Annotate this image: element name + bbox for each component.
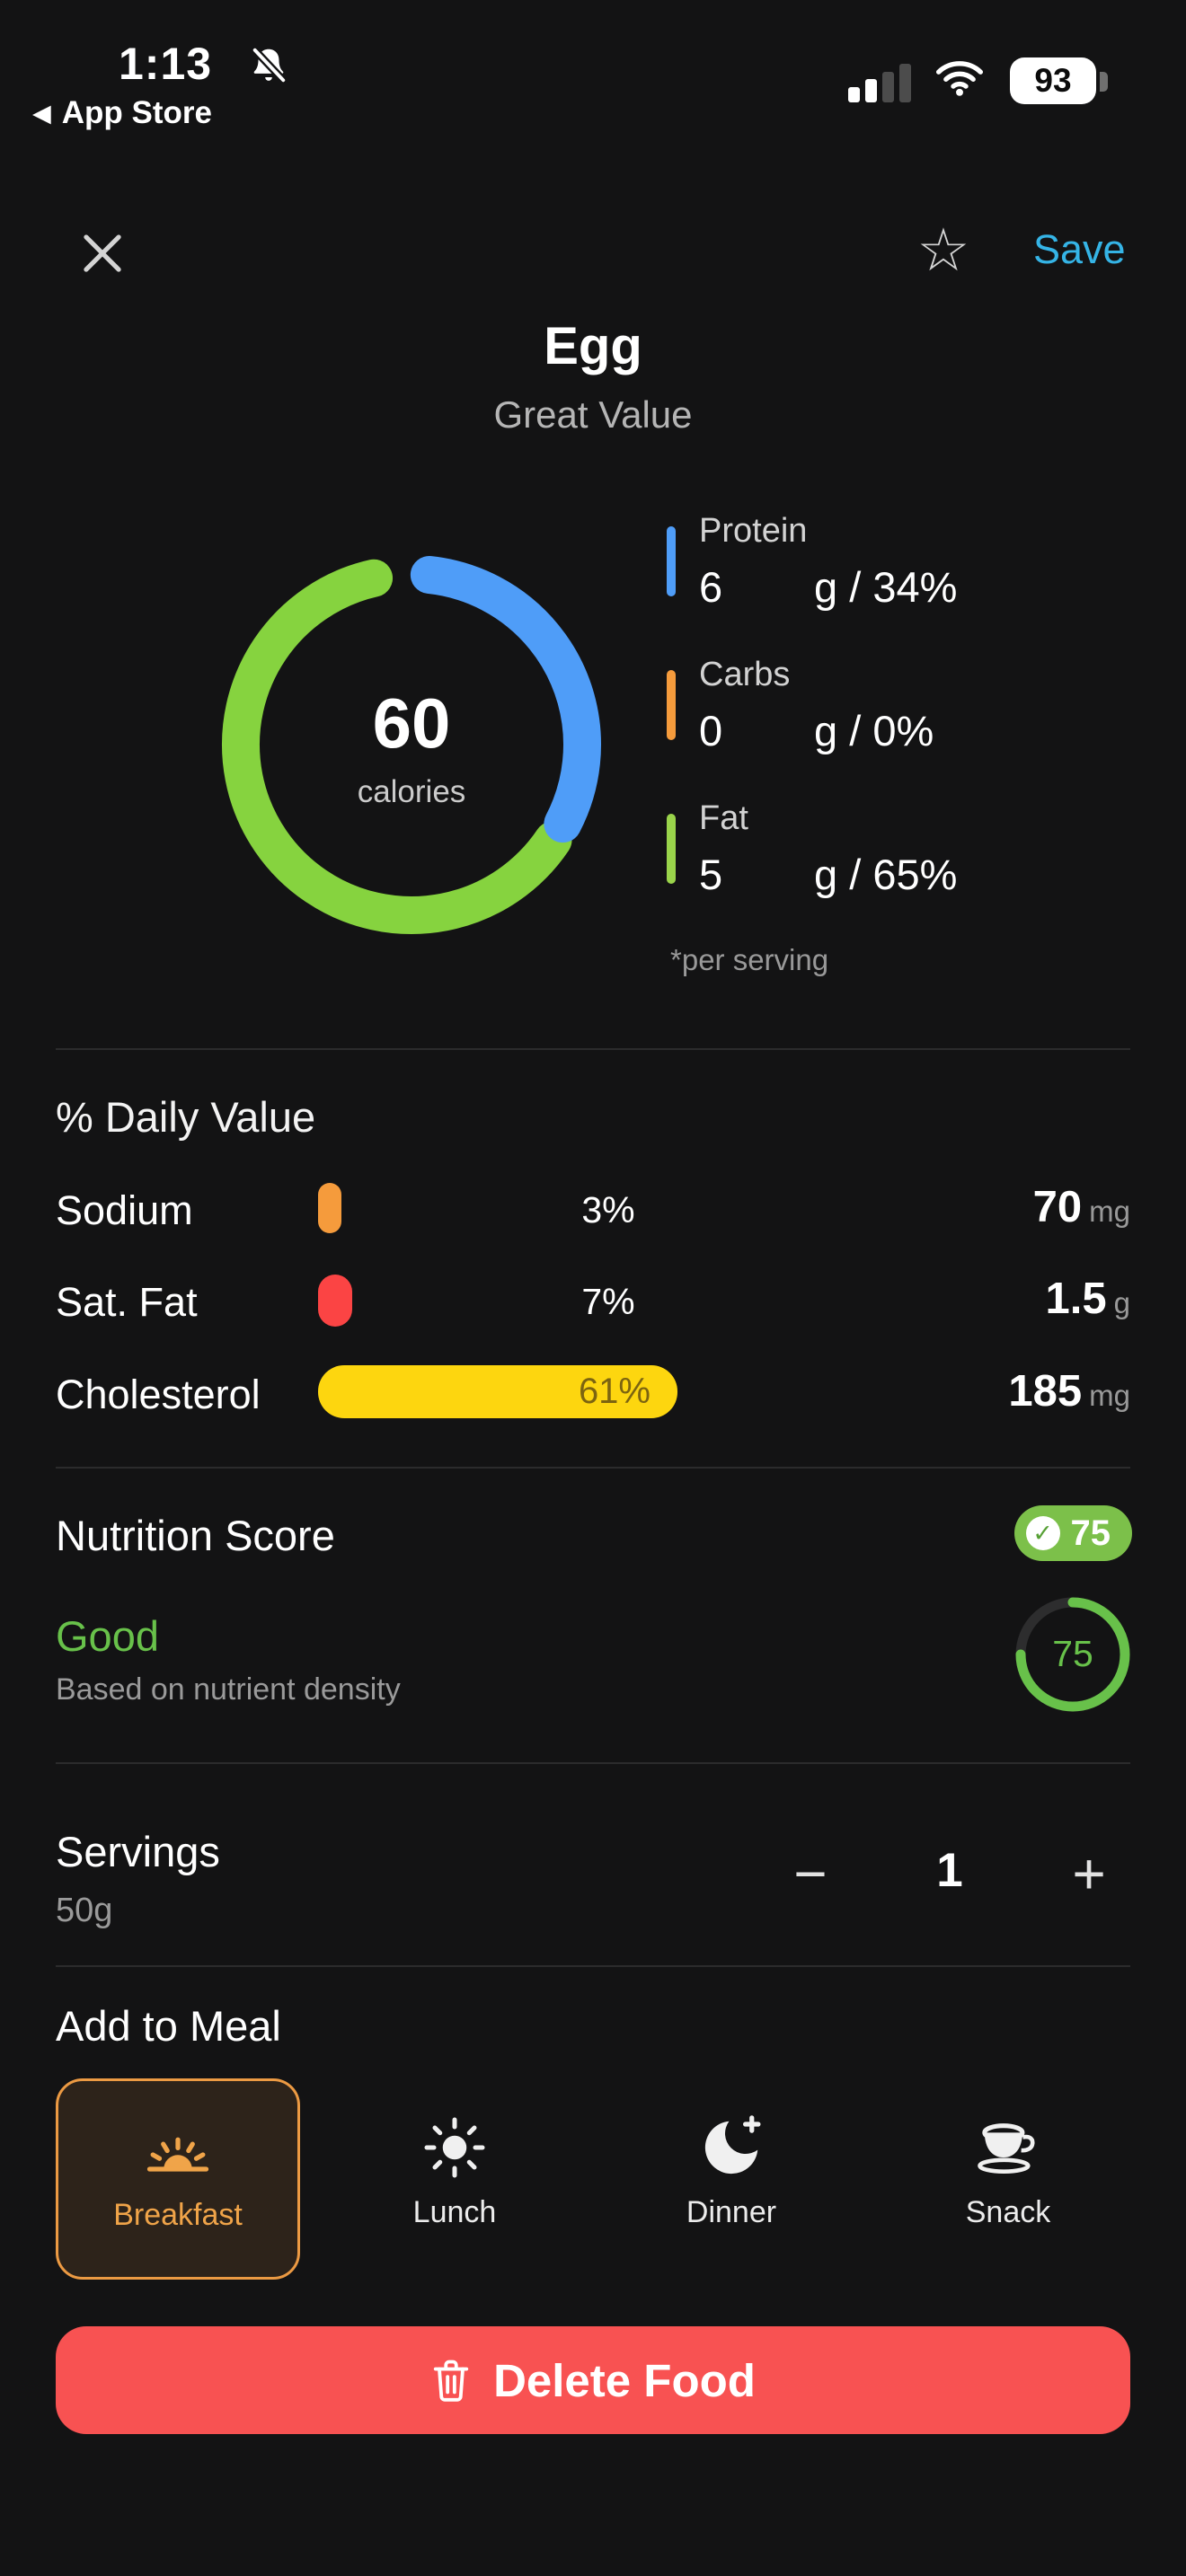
cholesterol-bar: 61% <box>318 1365 677 1418</box>
dv-row-value: 1.5 g <box>1046 1274 1130 1324</box>
meal-option-snack[interactable]: Snack <box>886 2078 1130 2280</box>
dv-row-percent: 7% <box>581 1281 635 1322</box>
battery-percent: 93 <box>1034 62 1072 99</box>
moon-icon <box>696 2107 766 2188</box>
macro-value: 0 <box>699 707 723 754</box>
saturated-fat-bar <box>318 1275 352 1327</box>
daily-value-heading: % Daily Value <box>56 1093 316 1141</box>
macro-value: 6 <box>699 563 723 611</box>
dv-row-label: Cholesterol <box>56 1372 261 1417</box>
score-ring-chart <box>1010 1592 1136 1722</box>
nutrition-score-badge: ✓ 75 <box>1013 1505 1132 1561</box>
wifi-icon <box>934 57 985 101</box>
dv-row-value: 70 mg <box>1033 1182 1130 1232</box>
servings-count: 1 <box>936 1844 963 1897</box>
calories-label: calories <box>357 774 466 809</box>
food-title: Egg <box>544 317 642 375</box>
macro-protein: Protein 6 g / 34% <box>667 499 1170 643</box>
macro-detail: g / 65% <box>814 851 958 898</box>
sodium-bar <box>318 1183 341 1233</box>
macro-detail: g / 0% <box>814 707 934 754</box>
macro-label: Carbs <box>699 656 791 693</box>
dv-value-number: 70 <box>1032 1183 1083 1231</box>
delete-food-button[interactable]: Delete Food <box>56 2326 1130 2434</box>
favorite-star-button[interactable]: ☆ <box>907 214 979 286</box>
meal-option-label: Dinner <box>686 2195 777 2229</box>
divider <box>56 1965 1130 1967</box>
check-icon: ✓ <box>1025 1516 1060 1550</box>
servings-increase-button[interactable]: + <box>1048 1832 1130 1915</box>
back-to-app-link[interactable]: ◀ App Store <box>32 95 212 131</box>
dv-value-number: 1.5 <box>1045 1275 1107 1323</box>
food-brand: Great Value <box>493 393 693 436</box>
score-ring-value: 75 <box>1052 1633 1093 1674</box>
divider <box>56 1762 1130 1764</box>
calories-value: 60 <box>372 684 451 763</box>
back-app-label: App Store <box>61 95 212 130</box>
macro-label: Protein <box>699 512 808 550</box>
meal-option-lunch[interactable]: Lunch <box>332 2078 577 2280</box>
divider <box>56 1467 1130 1469</box>
calorie-ring-chart <box>221 554 602 940</box>
meal-option-label: Breakfast <box>113 2198 243 2232</box>
nutrition-score-heading: Nutrition Score <box>56 1512 335 1559</box>
save-button[interactable]: Save <box>1033 226 1126 272</box>
dv-row-label: Sat. Fat <box>56 1279 198 1325</box>
protein-bar <box>667 526 676 596</box>
battery-nub <box>1100 72 1108 92</box>
dv-value-unit: mg <box>1089 1195 1130 1228</box>
dv-value-unit: g <box>1113 1286 1130 1319</box>
dv-row-percent: 3% <box>581 1189 635 1231</box>
per-serving-note: *per serving <box>670 943 829 976</box>
meal-option-label: Snack <box>965 2195 1051 2229</box>
meal-option-dinner[interactable]: Dinner <box>609 2078 854 2280</box>
meal-option-breakfast[interactable]: Breakfast <box>56 2078 300 2280</box>
macro-label: Fat <box>699 799 748 837</box>
macro-carbs: Carbs 0 g / 0% <box>667 643 1170 787</box>
cellular-signal-icon <box>848 63 911 102</box>
add-to-meal-heading: Add to Meal <box>56 2002 281 2050</box>
divider <box>56 1048 1130 1050</box>
score-rating: Good <box>56 1612 159 1660</box>
score-description: Based on nutrient density <box>56 1672 401 1707</box>
close-icon <box>84 234 121 272</box>
meal-option-label: Lunch <box>412 2195 497 2229</box>
dv-value-number: 185 <box>1008 1367 1083 1416</box>
minus-icon: − <box>793 1841 828 1906</box>
sunrise-icon <box>140 2110 216 2191</box>
serving-size: 50g <box>56 1892 113 1929</box>
servings-heading: Servings <box>56 1828 220 1875</box>
dv-value-unit: mg <box>1089 1379 1130 1412</box>
status-time: 1:13 <box>119 39 213 89</box>
back-chevron-icon: ◀ <box>32 99 51 127</box>
servings-decrease-button[interactable]: − <box>769 1832 852 1915</box>
plus-icon: + <box>1072 1841 1106 1906</box>
sun-icon <box>419 2107 491 2188</box>
battery-indicator: 93 <box>1010 57 1096 104</box>
macro-fat: Fat 5 g / 65% <box>667 787 1170 931</box>
trash-icon <box>433 2360 469 2402</box>
dv-row-value: 185 mg <box>1008 1366 1130 1416</box>
macro-value: 5 <box>699 851 723 898</box>
macro-detail: g / 34% <box>814 563 958 611</box>
fat-bar <box>667 814 676 884</box>
star-icon: ☆ <box>916 216 970 283</box>
coffee-cup-icon <box>971 2107 1045 2188</box>
close-button[interactable] <box>70 221 135 286</box>
carbs-bar <box>667 670 676 740</box>
dv-row-label: Sodium <box>56 1187 193 1233</box>
score-badge-value: 75 <box>1070 1513 1111 1553</box>
bell-muted-icon <box>248 45 289 91</box>
delete-food-label: Delete Food <box>493 2354 756 2406</box>
